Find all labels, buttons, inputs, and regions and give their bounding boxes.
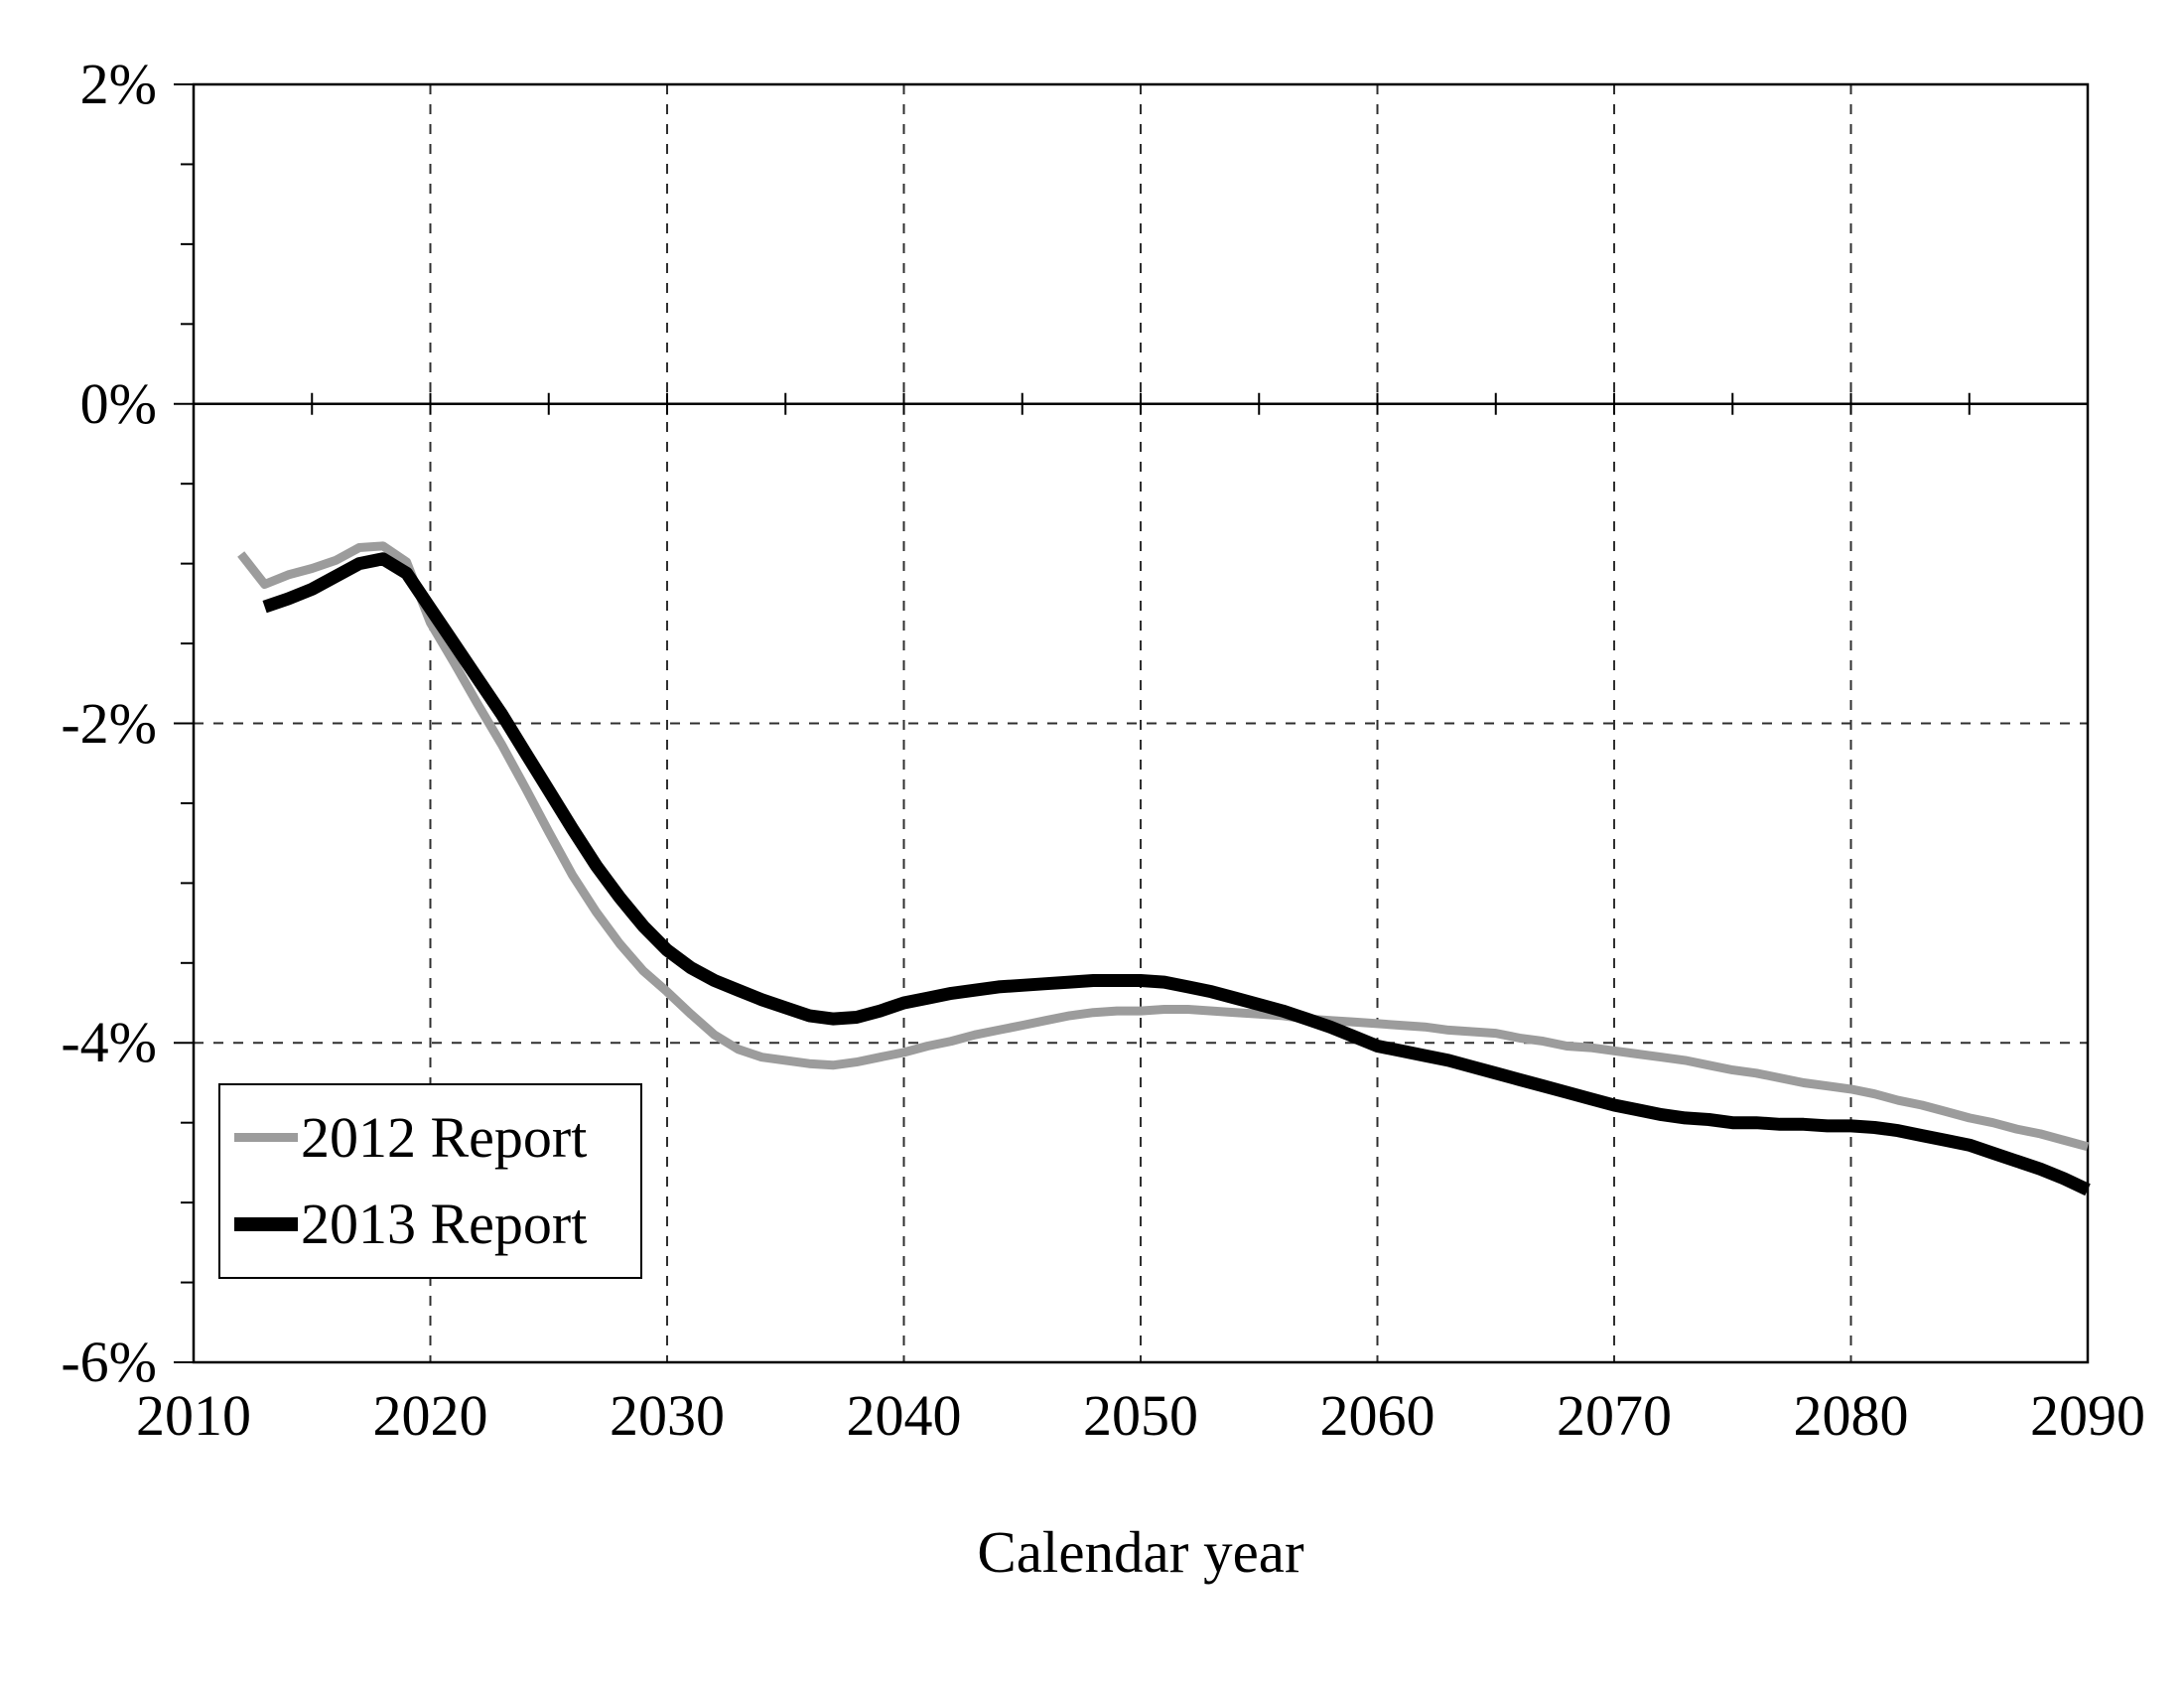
x-tick-label-2010: 2010 — [136, 1383, 251, 1448]
y-tick-label--4: -4% — [61, 1010, 157, 1075]
legend-swatch-2013-report — [234, 1217, 298, 1232]
legend-label-2012-report: 2012 Report — [301, 1104, 588, 1170]
x-tick-label-2030: 2030 — [610, 1383, 725, 1448]
x-tick-label-2060: 2060 — [1319, 1383, 1435, 1448]
x-tick-label-2040: 2040 — [846, 1383, 962, 1448]
x-tick-label-2070: 2070 — [1557, 1383, 1672, 1448]
y-tick-label--6: -6% — [61, 1330, 157, 1394]
x-axis-title: Calendar year — [977, 1519, 1304, 1585]
legend-entry-2012-report: 2012 Report — [234, 1103, 640, 1173]
y-tick-label--2: -2% — [61, 690, 157, 756]
series-line-2013-report — [262, 552, 2091, 1196]
x-tick-label-2050: 2050 — [1083, 1383, 1198, 1448]
y-tick-label-0: 0% — [79, 370, 157, 436]
legend-label-2013-report: 2013 Report — [301, 1192, 588, 1257]
legend-swatch-2012-report — [234, 1133, 298, 1143]
legend: 2012 Report 2013 Report — [218, 1083, 642, 1279]
y-tick-label-2: 2% — [79, 52, 157, 116]
x-tick-label-2080: 2080 — [1793, 1383, 1909, 1448]
x-tick-label-2020: 2020 — [372, 1383, 488, 1448]
x-tick-label-2090: 2090 — [2030, 1383, 2145, 1448]
legend-entry-2013-report: 2013 Report — [234, 1190, 640, 1259]
series-line-2012-report — [237, 541, 2090, 1152]
